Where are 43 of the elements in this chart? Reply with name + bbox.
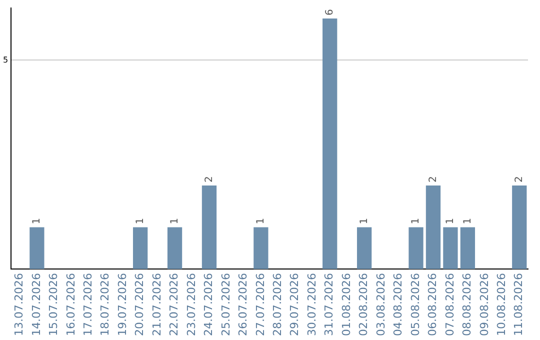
- x-tick-label: 24.07.2026: [202, 273, 216, 336]
- x-tick-label: 15.07.2026: [47, 273, 60, 336]
- x-tick-label: 31.07.2026: [322, 273, 336, 336]
- x-tick-label: 14.07.2026: [30, 273, 43, 336]
- x-tick-label: 26.07.2026: [236, 273, 250, 336]
- x-tick-label: 09.08.2026: [478, 273, 491, 336]
- data-label: 1: [134, 218, 146, 224]
- x-tick-label: 16.07.2026: [64, 273, 78, 336]
- x-tick-label: 13.07.2026: [12, 273, 26, 336]
- data-label: 2: [514, 176, 525, 182]
- x-tick-label: 05.08.2026: [408, 273, 422, 336]
- data-label: 1: [256, 218, 267, 224]
- x-tick-label: 27.07.2026: [254, 273, 267, 336]
- x-tick-label: 30.07.2026: [305, 273, 318, 336]
- data-label: 6: [324, 9, 336, 16]
- x-tick-label: 23.07.2026: [184, 273, 198, 336]
- x-tick-label: 08.08.2026: [460, 273, 474, 336]
- data-label: 1: [445, 218, 456, 224]
- x-tick-label: 21.07.2026: [150, 273, 164, 336]
- x-tick-label: 11.08.2026: [512, 273, 526, 336]
- x-tick-label: 20.07.2026: [133, 273, 146, 336]
- x-tick-label: 18.07.2026: [98, 273, 112, 336]
- x-tick-label: 17.07.2026: [81, 273, 94, 336]
- x-tick-label: 25.07.2026: [219, 273, 232, 336]
- data-label: 1: [462, 218, 474, 224]
- x-tick-label: 03.08.2026: [374, 273, 388, 336]
- x-tick-label: 06.08.2026: [426, 273, 440, 336]
- x-tick-label: 01.08.2026: [340, 273, 353, 336]
- data-label: 1: [169, 218, 180, 224]
- x-tick-label: 19.07.2026: [116, 273, 129, 336]
- x-tick-label: 02.08.2026: [357, 273, 370, 336]
- x-tick-label: 28.07.2026: [271, 273, 284, 336]
- data-label: 2: [204, 176, 215, 182]
- data-label: 2: [428, 176, 439, 182]
- x-tick-label: 29.07.2026: [288, 273, 302, 336]
- x-tick-label: 10.08.2026: [495, 273, 508, 336]
- data-label: 1: [410, 218, 422, 224]
- data-label: 1: [358, 218, 370, 224]
- x-tick-label: 07.08.2026: [443, 273, 456, 336]
- x-tick-label: 04.08.2026: [392, 273, 405, 336]
- data-label: 1: [32, 218, 43, 224]
- x-tick-label: 22.07.2026: [168, 273, 181, 336]
- y-tick-label: 5: [2, 55, 8, 64]
